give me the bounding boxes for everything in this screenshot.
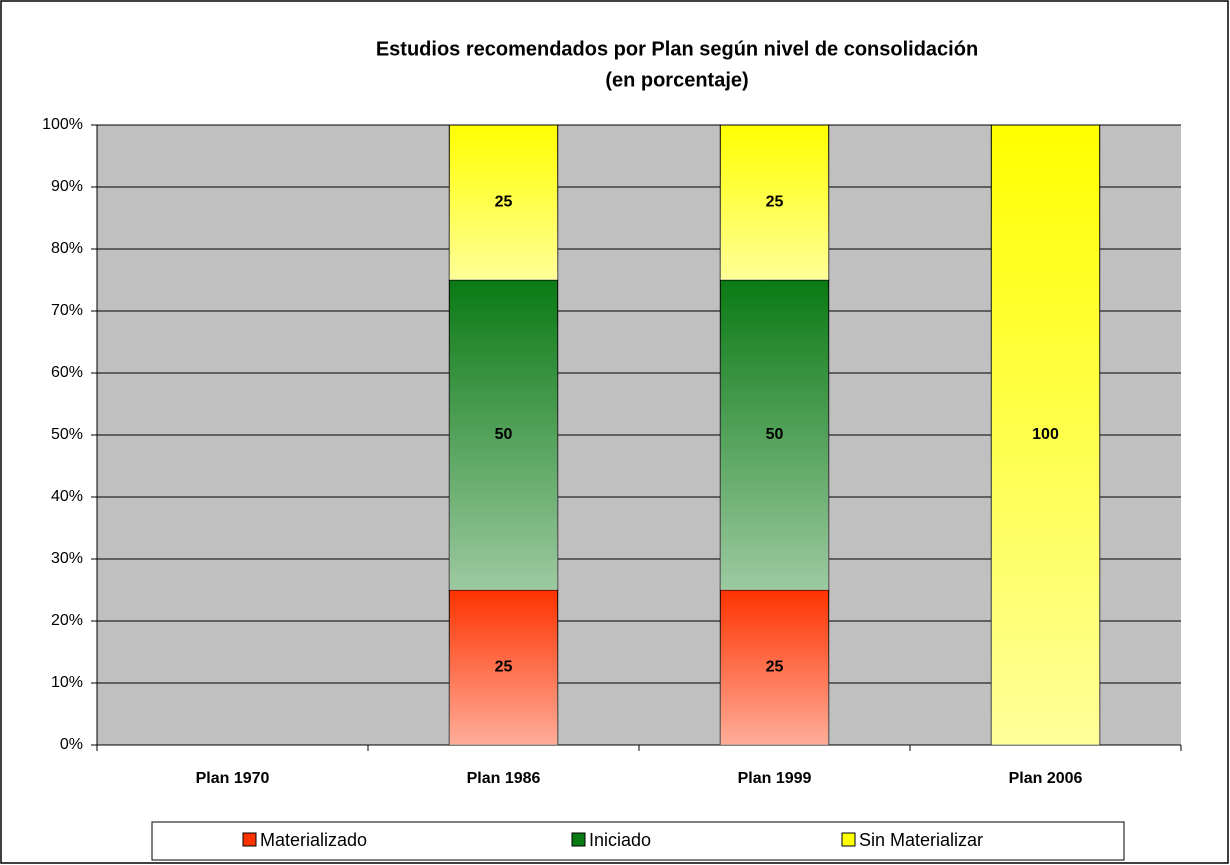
y-tick-label: 10%: [51, 674, 83, 691]
data-label: 25: [766, 659, 784, 676]
y-tick-label: 30%: [51, 550, 83, 567]
data-label: 50: [495, 426, 513, 443]
y-tick-label: 60%: [51, 364, 83, 381]
legend-label: Materializado: [260, 830, 367, 850]
y-tick-label: 50%: [51, 426, 83, 443]
bar-shade: [720, 280, 829, 590]
data-label: 100: [1032, 426, 1059, 443]
bar-shade: [720, 590, 829, 745]
y-tick-label: 70%: [51, 302, 83, 319]
data-label: 25: [495, 659, 513, 676]
x-tick-label: Plan 1986: [467, 770, 541, 787]
bar-shade: [449, 280, 558, 590]
data-label: 25: [495, 194, 513, 211]
y-tick-label: 90%: [51, 178, 83, 195]
legend-swatch: [242, 832, 257, 847]
chart-subtitle: (en porcentaje): [605, 69, 748, 91]
legend: [151, 821, 1125, 861]
y-tick-label: 80%: [51, 240, 83, 257]
bar-shade: [449, 125, 558, 280]
x-tick-label: Plan 1999: [738, 770, 812, 787]
legend-label: Iniciado: [589, 830, 651, 850]
y-tick-label: 100%: [42, 116, 83, 133]
chart-title: Estudios recomendados por Plan según niv…: [376, 38, 978, 60]
bar-shade: [720, 125, 829, 280]
y-tick-label: 40%: [51, 488, 83, 505]
bar-shade: [449, 590, 558, 745]
legend-swatch: [571, 832, 586, 847]
x-tick-label: Plan 1970: [196, 770, 270, 787]
legend-label: Sin Materializar: [859, 830, 983, 850]
y-tick-label: 20%: [51, 612, 83, 629]
data-label: 25: [766, 194, 784, 211]
x-tick-label: Plan 2006: [1009, 770, 1083, 787]
data-label: 50: [766, 426, 784, 443]
y-tick-label: 0%: [60, 736, 83, 753]
legend-swatch: [841, 832, 856, 847]
bar-shade: [991, 125, 1100, 745]
